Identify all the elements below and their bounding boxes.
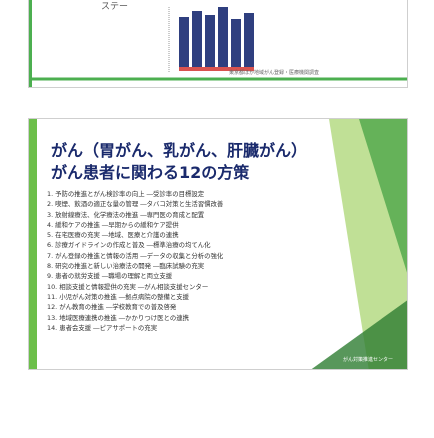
previous-slide: ステー 東京都ほか地域がん登録・医療機関調査 <box>28 0 408 88</box>
bar-graphic <box>29 7 407 81</box>
list-item: 3. 放射線療法、化学療法の推進 ―専門医の育成と配置 <box>47 210 205 219</box>
bar <box>244 13 254 67</box>
list-item: 7. がん登録の推進と情報の活用 ―データの収集と分析の強化 <box>47 251 224 260</box>
bar <box>179 17 189 67</box>
list-item: 1. 予防の推進とがん検診率の向上 ―受診率の目標設定 <box>47 190 205 198</box>
list-item: 10. 相談支援と情報提供の充実 ―がん相談支援センター <box>47 282 209 291</box>
list-item: 2. 喫煙、飲酒の適正な量の管理 ―タバコ対策と生活習慣改善 <box>47 200 224 209</box>
slide-title: がん患者に関わる12の方策 <box>51 163 250 182</box>
slide: がん（胃がん、乳がん、肝臓がん） がん患者に関わる12の方策 1. 予防の推進と… <box>28 118 408 370</box>
slide-heading: ステー <box>101 2 129 12</box>
left-accent <box>29 119 37 369</box>
list-item: 9. 患者の就労支援 ―職場の理解と両立支援 <box>47 272 173 281</box>
list-item: 4. 緩和ケアの推進 ―早期からの緩和ケア提供 <box>47 220 179 229</box>
bar-base <box>179 67 254 71</box>
list-item: 12. がん教育の推進 ―学校教育での普及啓発 <box>47 303 177 312</box>
bar <box>218 7 228 67</box>
bar <box>231 19 241 67</box>
list-item: 11. 小児がん対策の推進 ―拠点病院の整備と支援 <box>47 292 190 301</box>
list-item: 5. 在宅医療の充実 ―地域、医療と介護の連携 <box>47 231 179 240</box>
slide-footer: 東京都ほか地域がん登録・医療機関調査 <box>229 70 320 76</box>
list-item: 6. 診療ガイドラインの作成と普及 ―標準治療の均てん化 <box>47 241 211 250</box>
slide-footer: がん対策推進センター <box>342 357 393 363</box>
right-accent <box>359 119 407 273</box>
bar <box>192 11 202 67</box>
slide-decoration <box>29 119 407 369</box>
bar <box>205 15 215 67</box>
list-item: 8. 研究の推進と新しい治療法の開発 ―臨床試験の充実 <box>47 262 205 271</box>
list-item: 14. 患者会支援 ―ピアサポートの充実 <box>47 323 158 332</box>
list-item: 13. 地域医療連携の推進 ―かかりつけ医との連携 <box>47 313 190 322</box>
slide-title: がん（胃がん、乳がん、肝臓がん） <box>51 141 308 160</box>
item-list: 1. 予防の推進とがん検診率の向上 ―受診率の目標設定 2. 喫煙、飲酒の適正な量… <box>47 189 347 333</box>
bar-group <box>179 7 254 71</box>
slide-accent <box>29 0 32 87</box>
